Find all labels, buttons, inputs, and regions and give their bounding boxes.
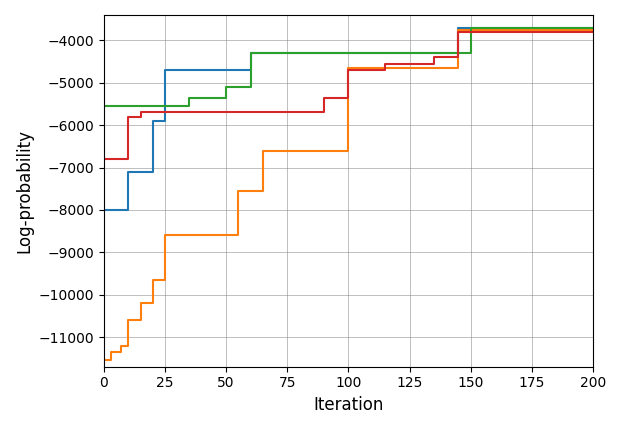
X-axis label: Iteration: Iteration — [313, 396, 384, 414]
Y-axis label: Log-probability: Log-probability — [15, 129, 33, 253]
